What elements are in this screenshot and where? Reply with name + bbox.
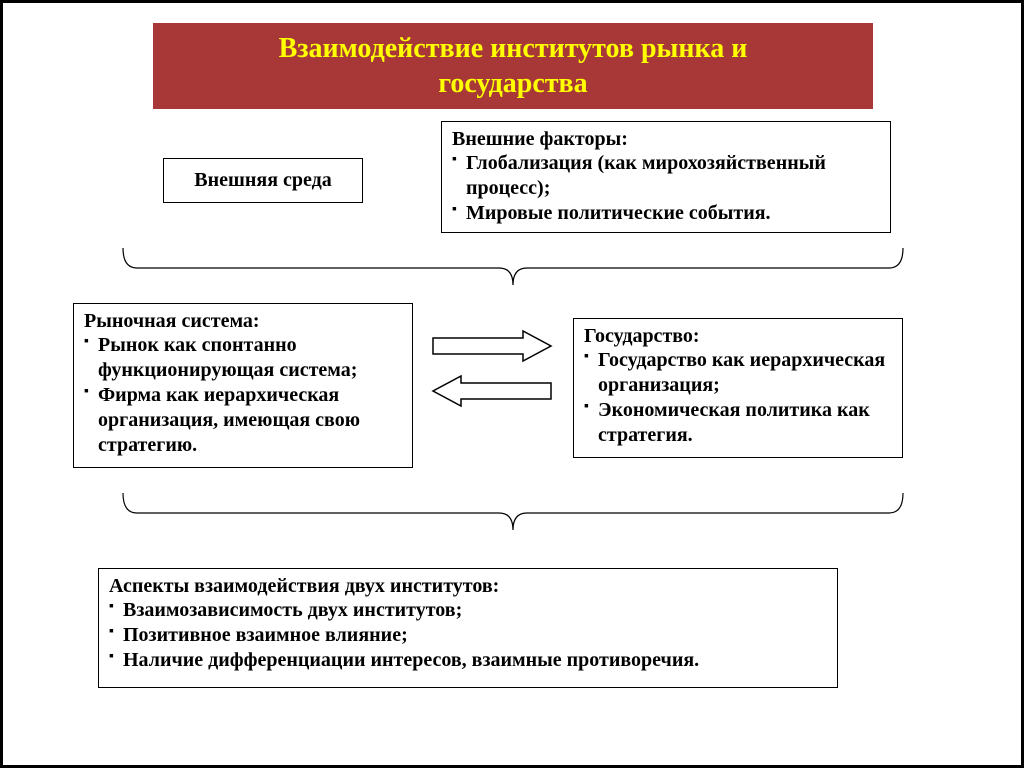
list-item: Мировые политические события. [452, 201, 880, 226]
brace-bottom [123, 493, 903, 530]
list-item: Фирма как иерархическая организация, име… [84, 383, 402, 458]
list-item: Глобализация (как мирохозяйственный проц… [452, 151, 880, 201]
box-environment: Внешняя среда [163, 158, 363, 203]
box-factors: Внешние факторы: Глобализация (как мирох… [441, 121, 891, 233]
list-item: Государство как иерархическая организаци… [584, 348, 892, 398]
brace-top [123, 248, 903, 285]
box-market-heading: Рыночная система: [84, 310, 402, 333]
box-aspects-list: Взаимозависимость двух институтов;Позити… [109, 598, 827, 673]
box-factors-list: Глобализация (как мирохозяйственный проц… [452, 151, 880, 226]
title-line-2: государства [173, 66, 853, 101]
arrow-left-icon [433, 376, 551, 406]
box-aspects: Аспекты взаимодействия двух институтов: … [98, 568, 838, 688]
box-market: Рыночная система: Рынок как спонтанно фу… [73, 303, 413, 468]
box-environment-label: Внешняя среда [194, 169, 332, 191]
title-line-1: Взаимодействие институтов рынка и [173, 31, 853, 66]
title-banner: Взаимодействие институтов рынка и госуда… [153, 23, 873, 109]
box-state: Государство: Государство как иерархическ… [573, 318, 903, 458]
list-item: Взаимозависимость двух институтов; [109, 598, 827, 623]
list-item: Наличие дифференциации интересов, взаимн… [109, 648, 827, 673]
box-market-list: Рынок как спонтанно функционирующая сист… [84, 333, 402, 458]
box-factors-heading: Внешние факторы: [452, 128, 880, 151]
box-aspects-heading: Аспекты взаимодействия двух институтов: [109, 575, 827, 598]
arrow-right-icon [433, 331, 551, 361]
list-item: Экономическая политика как стратегия. [584, 398, 892, 448]
list-item: Рынок как спонтанно функционирующая сист… [84, 333, 402, 383]
list-item: Позитивное взаимное влияние; [109, 623, 827, 648]
box-state-heading: Государство: [584, 325, 892, 348]
box-state-list: Государство как иерархическая организаци… [584, 348, 892, 448]
